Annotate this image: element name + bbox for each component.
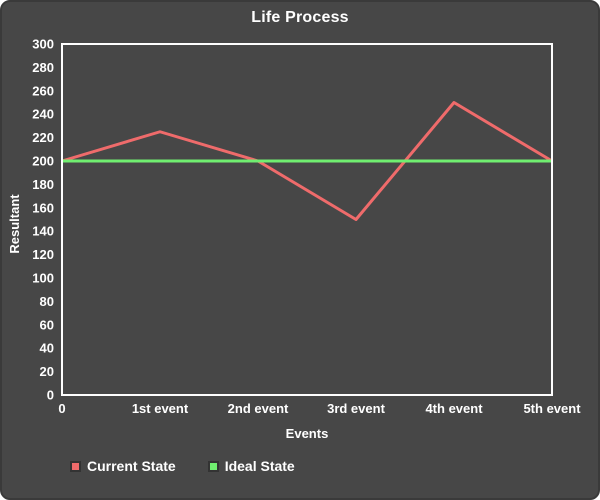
y-axis-title: Resultant [7, 194, 22, 254]
series-line-current-state [61, 101, 553, 221]
y-tick-label: 40 [40, 341, 54, 356]
legend: Current State Ideal State [70, 458, 295, 474]
y-tick-label: 100 [32, 271, 54, 286]
legend-label-current-state: Current State [87, 458, 176, 474]
y-tick-label: 300 [32, 37, 54, 52]
plot-border [61, 43, 553, 396]
y-tick-label: 260 [32, 83, 54, 98]
y-tick-label: 240 [32, 107, 54, 122]
current-state-swatch [70, 460, 81, 472]
x-tick-label: 0 [58, 401, 65, 416]
x-tick-label: 4th event [425, 401, 483, 416]
x-tick-label: 2nd event [228, 401, 289, 416]
y-tick-label: 280 [32, 60, 54, 75]
y-tick-label: 0 [47, 388, 54, 403]
chart-title: Life Process [251, 9, 349, 26]
y-tick-label: 120 [32, 247, 54, 262]
legend-label-ideal-state: Ideal State [224, 458, 295, 474]
y-tick-label: 180 [32, 177, 54, 192]
ideal-state-swatch [207, 460, 219, 472]
y-tick-label: 20 [40, 364, 54, 379]
y-tick-label: 60 [40, 317, 54, 332]
y-tick-label: 220 [32, 130, 54, 145]
legend-item-current-state[interactable]: Current State [70, 458, 176, 474]
legend-item-ideal-state[interactable]: Ideal State [207, 458, 295, 474]
y-tick-label: 140 [32, 224, 54, 239]
x-tick-label: 1st event [132, 401, 189, 416]
x-tick-label: 3rd event [327, 401, 385, 416]
x-tick-label: 5th event [523, 401, 581, 416]
x-axis-title: Events [286, 426, 329, 441]
y-tick-label: 200 [32, 154, 54, 169]
y-tick-label: 80 [40, 294, 54, 309]
y-tick-label: 160 [32, 200, 54, 215]
